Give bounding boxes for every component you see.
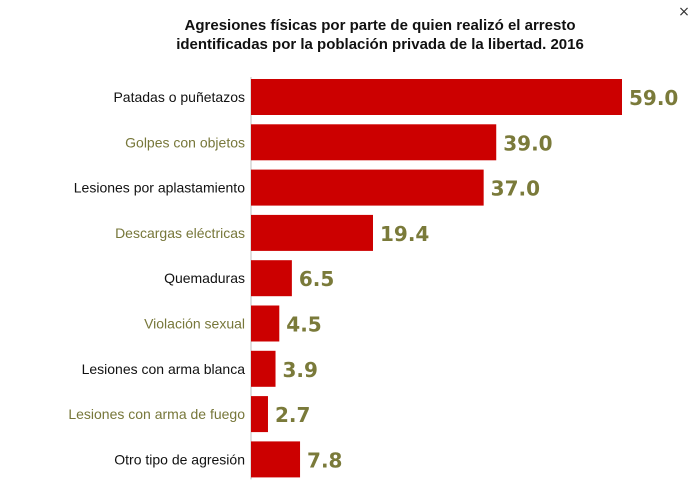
category-label-8: Otro tipo de agresión [114,451,245,467]
category-label-4: Quemaduras [164,270,245,286]
bar-7 [251,396,268,433]
category-label-2: Lesiones por aplastamiento [74,180,245,196]
value-label-0: 59.0 [629,86,678,110]
bar-0 [251,79,622,115]
value-label-8: 7.8 [307,448,342,472]
value-label-3: 19.4 [380,222,429,246]
bar-3 [251,214,373,251]
category-label-1: Golpes con objetos [125,134,245,150]
category-label-3: Descargas eléctricas [115,225,245,241]
value-label-7: 2.7 [275,403,310,427]
bar-5 [251,305,280,342]
value-label-4: 6.5 [299,267,334,291]
value-label-2: 37.0 [491,177,540,201]
bar-1 [251,124,497,161]
close-icon[interactable]: × [678,4,690,20]
category-label-6: Lesiones con arma blanca [82,361,246,377]
chart-title: Agresiones físicas por parte de quien re… [176,17,584,53]
category-label-0: Patadas o puñetazos [113,89,245,105]
value-label-6: 3.9 [283,358,318,382]
bar-8 [251,441,301,478]
category-label-7: Lesiones con arma de fuego [68,406,245,422]
bar-2 [251,169,484,206]
bar-6 [251,350,276,387]
category-label-5: Violación sexual [144,316,245,332]
value-label-1: 39.0 [503,131,552,155]
value-label-5: 4.5 [286,313,321,337]
bar-4 [251,260,292,297]
